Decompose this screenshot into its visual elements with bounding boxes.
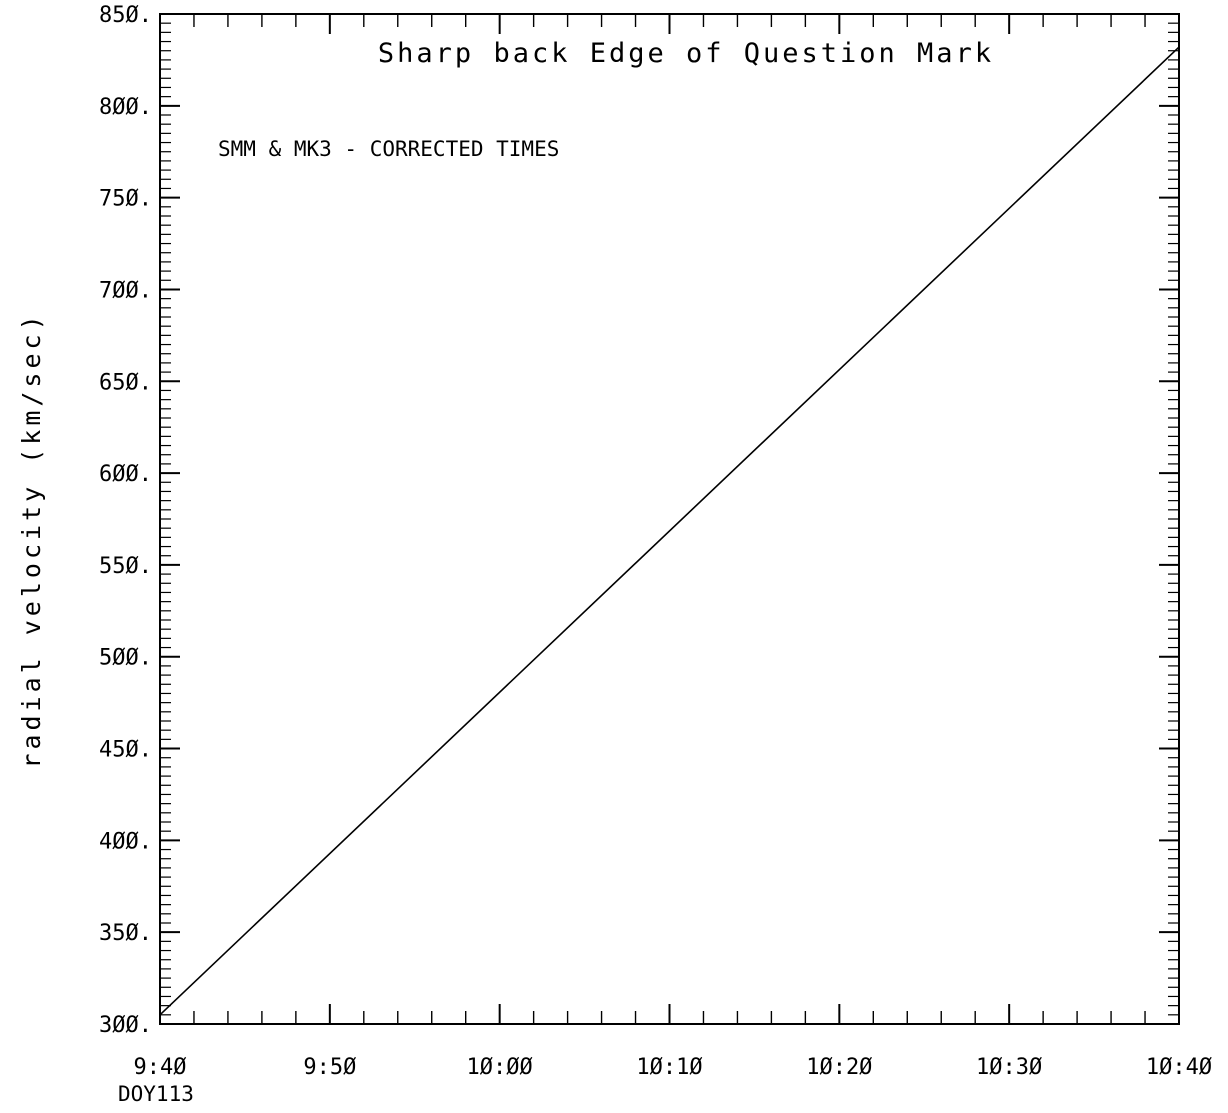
y-tick-label: 7ØØ. xyxy=(99,278,152,303)
chart-annotation: SMM & MK3 - CORRECTED TIMES xyxy=(218,137,559,161)
x-axis-doy-note: DOY113 xyxy=(118,1082,194,1106)
y-tick-label: 3ØØ. xyxy=(99,1013,152,1038)
tick-marks xyxy=(159,13,1180,1025)
series-line xyxy=(159,46,1180,1016)
y-tick-label: 5ØØ. xyxy=(99,646,152,671)
plot-frame xyxy=(159,13,1180,1025)
x-tick-label: 1Ø:ØØ xyxy=(467,1055,533,1080)
series-layer xyxy=(159,46,1180,1016)
y-tick-label: 45Ø. xyxy=(99,738,152,763)
y-tick-label: 6ØØ. xyxy=(99,462,152,487)
y-axis-label: radial velocity (km/sec) xyxy=(17,311,46,768)
y-tick-label: 35Ø. xyxy=(99,921,152,946)
y-tick-label: 85Ø. xyxy=(99,3,152,28)
y-tick-label: 65Ø. xyxy=(99,370,152,395)
y-tick-label: 8ØØ. xyxy=(99,95,152,120)
x-tick-label: 9:5Ø xyxy=(303,1055,356,1080)
x-tick-label: 9:4Ø xyxy=(134,1055,187,1080)
y-tick-label: 4ØØ. xyxy=(99,829,152,854)
x-tick-labels: 9:4Ø 9:5Ø 1Ø:ØØ 1Ø:1Ø 1Ø:2Ø 1Ø:3Ø 1Ø:4Ø xyxy=(134,1055,1213,1080)
x-tick-label: 1Ø:2Ø xyxy=(806,1055,872,1080)
y-tick-label: 55Ø. xyxy=(99,554,152,579)
y-tick-labels: 3ØØ. 35Ø. 4ØØ. 45Ø. 5ØØ. 55Ø. 6ØØ. 65Ø. 7ØØ. 75Ø.… xyxy=(99,3,152,1038)
x-tick-label: 1Ø:4Ø xyxy=(1146,1055,1212,1080)
y-tick-label: 75Ø. xyxy=(99,187,152,212)
chart-title: Sharp back Edge of Question Mark xyxy=(378,38,994,69)
x-tick-label: 1Ø:1Ø xyxy=(636,1055,702,1080)
x-tick-label: 1Ø:3Ø xyxy=(976,1055,1042,1080)
